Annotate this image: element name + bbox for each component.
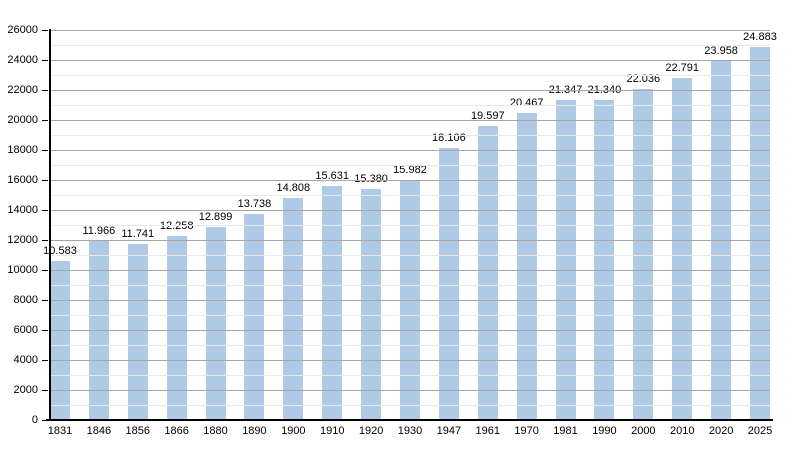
x-tick-label: 1920: [358, 425, 384, 437]
bar-value-label: 10.583: [43, 245, 77, 257]
bar-value-label: 14.808: [276, 182, 311, 194]
x-axis: [46, 419, 773, 421]
bar-1930: [400, 180, 420, 420]
bar-1831: [50, 261, 70, 420]
bar-1990: [594, 100, 615, 420]
bar-1880: [205, 227, 226, 420]
x-tick-label: 1900: [281, 425, 306, 437]
bar-value-label: 22.036: [626, 73, 661, 85]
bar-1846: [88, 241, 109, 420]
y-tick-label: 0: [31, 414, 38, 426]
y-tick-label: 22000: [7, 84, 38, 96]
bar-value-label: 12.258: [159, 220, 194, 232]
y-axis-tick: [42, 329, 48, 331]
bar-1866: [166, 236, 187, 420]
bar-1970: [516, 113, 537, 420]
y-axis-tick: [42, 239, 48, 241]
y-axis-tick: [42, 269, 48, 271]
bar-value-label: 15.631: [315, 170, 350, 182]
y-axis-tick: [42, 59, 48, 61]
y-axis-tick: [42, 179, 48, 181]
y-tick-label: 6000: [13, 324, 38, 336]
bar-2010: [672, 78, 693, 420]
bar-1856: [127, 244, 148, 420]
bar-1920: [361, 189, 382, 420]
bar-1910: [322, 186, 343, 420]
bar-value-label: 18.106: [432, 132, 466, 144]
y-axis: [49, 29, 51, 420]
y-tick-label: 26000: [7, 24, 38, 36]
x-tick-label: 2025: [747, 425, 773, 437]
x-tick-label: 1880: [203, 425, 228, 437]
bar-2000: [633, 89, 654, 420]
x-tick-label: 1890: [242, 425, 267, 437]
bar-value-label: 24.883: [743, 31, 777, 43]
bar-2020: [711, 61, 732, 420]
y-tick-label: 12000: [7, 234, 38, 246]
x-tick-label: 1866: [164, 425, 189, 437]
bar-1900: [283, 198, 304, 420]
x-tick-label: 1930: [397, 425, 423, 437]
x-tick-label: 1990: [592, 425, 617, 437]
x-tick-label: 1846: [86, 425, 112, 437]
bar-1890: [244, 214, 265, 420]
x-tick-label: 2010: [669, 425, 695, 437]
bars-layer: 10.583 11.966 11.741 12.258 12.899 13.738 14.8…: [43, 30, 777, 420]
y-tick-label: 24000: [7, 54, 38, 66]
y-tick-label: 14000: [7, 204, 38, 216]
y-axis-labels: 0 2000 4000 6000 8000 10000 12000 14000 16000 180…: [0, 24, 38, 426]
bar-value-label: 19.597: [470, 110, 505, 122]
bar-value-label: 11.741: [121, 228, 155, 240]
bar-value-label: 22.791: [665, 62, 700, 74]
y-tick-label: 8000: [13, 294, 38, 306]
x-tick-label: 1947: [436, 425, 462, 437]
bar-1981: [555, 100, 576, 420]
y-tick-label: 16000: [7, 174, 38, 186]
x-axis-labels: 1831 1846 1856 1866 1880 1890 1900 1910 1920 1930…: [48, 424, 772, 440]
y-axis-tick: [42, 89, 48, 91]
x-tick-label: 2020: [708, 425, 734, 437]
bar-value-label: 20.467: [509, 97, 544, 109]
y-tick-label: 18000: [7, 144, 38, 156]
x-tick-label: 1970: [514, 425, 539, 437]
bar-2025: [750, 47, 770, 420]
bar-value-label: 15.380: [354, 173, 388, 185]
bar-value-label: 11.966: [82, 225, 116, 237]
y-axis-tick: [42, 29, 48, 31]
x-tick-label: 1981: [553, 425, 578, 437]
y-axis-tick: [42, 389, 48, 391]
y-tick-label: 4000: [13, 354, 38, 366]
y-tick-label: 2000: [13, 384, 38, 396]
x-tick-label: 1910: [319, 425, 345, 437]
y-tick-label: 10000: [7, 264, 38, 276]
y-axis-tick: [42, 299, 48, 301]
plot-area: 10.583 11.966 11.741 12.258 12.899 13.738 14.8…: [42, 29, 777, 421]
x-tick-label: 1831: [47, 425, 73, 437]
x-tick-label: 1961: [475, 425, 500, 437]
y-axis-tick: [42, 149, 48, 151]
bar-value-label: 12.899: [198, 211, 233, 223]
y-tick-label: 20000: [7, 114, 38, 126]
y-axis-tick: [42, 209, 48, 211]
y-axis-tick: [42, 119, 48, 121]
y-axis-tick: [42, 359, 48, 361]
bar-1961: [477, 126, 498, 420]
bar-1947: [438, 148, 459, 420]
bar-value-label: 23.958: [704, 45, 738, 57]
y-axis-tick: [42, 419, 48, 421]
bar-value-label: 13.738: [237, 198, 272, 210]
x-tick-label: 1856: [125, 425, 150, 437]
bar-value-label: 15.982: [393, 164, 427, 176]
x-tick-label: 2000: [631, 425, 656, 437]
